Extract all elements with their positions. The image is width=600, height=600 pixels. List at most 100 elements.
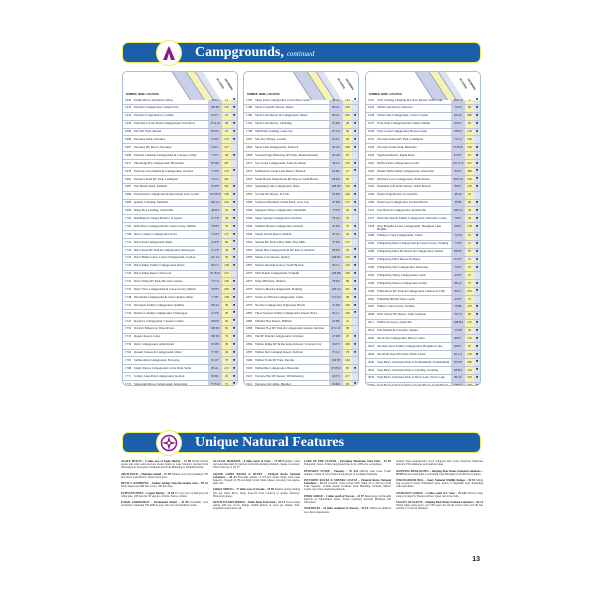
showers-square-icon: ■ <box>232 192 236 197</box>
campground-number: 1822 <box>246 184 253 189</box>
campground-name: Roberts Landing Campground, Cheboygan <box>134 310 188 315</box>
showers-square-icon: ■ <box>475 215 479 220</box>
campground-name: Timberline Campground, Benzonia <box>255 365 299 370</box>
table-row: 1956 Vacation Trailer Park, Benzonia 65 B1… <box>366 144 480 153</box>
page-grid: 98 D4 <box>332 176 340 181</box>
feature-heading: SLEEPING BEAR DUNES – Sleeping Bear Dune… <box>396 469 483 476</box>
feature-entry: PIERS GORGE – 2 miles south of Norway – … <box>304 495 391 504</box>
campground-name: Warblers Cove Campground, Wade Shores <box>377 176 430 181</box>
feature-description: Dolomitic rock formation containing 350-… <box>121 501 208 508</box>
campground-number: 1660 <box>125 129 132 134</box>
table-row: 1870 TKO Ranch Campground, Franklin 108 B8… <box>244 271 358 279</box>
campground-number: 1885 <box>246 318 253 323</box>
campground-name: Sunset Cove Resort, Quincy <box>255 255 291 260</box>
campground-name: Whispering Surf Campground, Pentwater <box>377 265 429 269</box>
rv-sites: 39 <box>224 255 229 260</box>
feature-entry: PETOSKEY STONE – Petoskey – 59 A10 Offic… <box>304 470 391 476</box>
page-grid: 56 E4 <box>211 97 219 102</box>
rv-sites: 226 <box>345 192 350 197</box>
rv-sites: 148 <box>224 294 229 299</box>
showers-square-icon: ■ <box>353 192 357 197</box>
campground-number: 1891 <box>246 334 253 339</box>
table-row: 1990 Whispering Surf Campground, Pentwate… <box>366 264 480 273</box>
showers-square-icon: ■ <box>232 318 236 323</box>
table-row: 1786 Silver Creek RV Resort, Mears 80 A1 25… <box>244 105 358 113</box>
showers-square-icon: ■ <box>232 302 236 307</box>
rv-sites: 137 <box>224 231 229 236</box>
showers-square-icon: ■ <box>353 349 357 354</box>
page-grid: 63 B10 <box>331 365 341 370</box>
rv-sites: 84 <box>467 105 472 110</box>
rv-sites: 30 <box>467 328 472 333</box>
table-row: 1681 Poncho's Pond RV Park, Ludington 72 C… <box>123 176 237 184</box>
page-grid: 47 F9 <box>211 310 219 315</box>
page-grid: 43 F8 <box>211 239 219 244</box>
showers-empty <box>352 239 358 240</box>
feature-description: Official state stone. Fossil remains of … <box>304 469 392 476</box>
feature-description: String bog located in Seney Wilderness A… <box>396 479 483 489</box>
rv-sites: 196 <box>467 137 472 142</box>
table-row: 1720 River Road RV Park & Campground, Ont… <box>123 247 237 255</box>
showers-square-icon: ■ <box>232 365 236 370</box>
rv-sites: 50 <box>345 129 350 134</box>
feature-entry: formed when underground caves collapsed … <box>396 460 483 466</box>
showers-square-icon: ■ <box>475 176 479 181</box>
showers-square-icon: ■ <box>353 199 357 204</box>
table-row: 1959 Vagabond Resort, Rapid River 65 D7 61 ■ <box>366 152 480 161</box>
showers-square-icon: ■ <box>232 113 236 118</box>
page-grid: 63 C10 <box>331 326 341 331</box>
campground-number: 1940 <box>368 129 375 134</box>
campground-number: 1735 <box>125 286 132 291</box>
table-row: 1820 South Haven Sunnybrook RV Resort, So… <box>244 176 358 184</box>
campground-name: Point Au Gres Marina & Campground, Au Gr… <box>134 168 194 173</box>
campground-number: 1996 <box>368 280 375 285</box>
campground-name: Sutter's Recreation Area, North Branch <box>255 263 304 268</box>
table-row: 1798 Smithville Landing, Lake City 67 C9 50… <box>244 129 358 137</box>
campground-number: 1666 <box>125 137 132 142</box>
feature-description: Five-mile stretch of 275-foot banks risi… <box>213 475 300 486</box>
page-grid: 108 C4 <box>453 208 463 213</box>
feature-description: Deep gorge cut through bedrock by Menomi… <box>304 494 391 505</box>
feature-heading: PICTURED ROCKS & MINERS CASTLE – Picture… <box>304 479 391 486</box>
page-grid: 62 B2 <box>332 168 340 173</box>
rv-sites: 105 <box>345 160 350 165</box>
showers-square-icon: ■ <box>232 326 236 331</box>
campground-name: Waters Edge Resort, Gowenville <box>377 192 418 197</box>
campground-number: 1854 <box>246 239 253 244</box>
campground-number: 1771 <box>125 373 132 378</box>
showers-header-label: SHOWERS <box>343 78 354 91</box>
page-grid: 80 A1 <box>332 105 340 110</box>
table-row: 2002 Whitefish Hill RV Park, Garth 43 D7 51 <box>366 296 480 304</box>
campground-number: 1967 <box>368 176 375 181</box>
campground-number: 1789 <box>246 113 253 118</box>
feature-entry: VALLEY OF GIANTS – Sleeping Bear Dunes N… <box>396 501 483 510</box>
page-grid: 66 B4 <box>332 381 340 386</box>
feature-heading: GLACIAL MORAINE – 8 miles north of Clare… <box>213 460 282 463</box>
campground-name: Vacation Station RV Park, Ludington <box>377 137 424 142</box>
page-grid: 98 E2 <box>454 129 462 134</box>
campground-name: Rainy Bay Landing, Centreville <box>134 208 174 213</box>
campground-number: 1708 <box>125 231 132 236</box>
showers-empty <box>352 105 358 106</box>
campground-name: Yogi Bear's Jellystone Park at South Hav… <box>377 383 449 386</box>
campground-name: Wood-Tip Campground, Byron Center <box>377 336 425 341</box>
campground-number: 1786 <box>246 105 253 110</box>
campground-number: 1705 <box>125 223 132 228</box>
campground-name: River Banks Canoe Livery/Campground, Lou… <box>134 255 196 260</box>
campground-number: 1966 <box>368 192 375 197</box>
table-row: 1783 Sharp Park Campground, Circle Pine C… <box>244 97 358 105</box>
campground-number: 1975 <box>368 215 375 220</box>
campground-name: Trail Landing Camping & Canoe Rental, Si… <box>377 97 443 102</box>
showers-square-icon: ■ <box>475 160 479 165</box>
campground-number: 1843 <box>246 215 253 220</box>
table-row: 1894 Timber Ridge RV & Recreation Resort,… <box>244 342 358 350</box>
rv-sites: 78 <box>224 357 229 362</box>
campground-number: 1699 <box>125 208 132 213</box>
table-row: 2034 Yogi Bear's Jellystone Park at Silve… <box>366 375 480 383</box>
rv-sites: 217 <box>345 373 350 378</box>
rv-sites: 215 <box>224 271 229 276</box>
campground-number: 1798 <box>246 129 253 134</box>
rv-sites: 261 <box>224 176 229 181</box>
feature-heading: GRAND SABLE BANKS & DUNES – Pictured Roc… <box>213 472 300 479</box>
table-row: 1633 Paradise Campground, Cement City 109 … <box>123 105 237 113</box>
